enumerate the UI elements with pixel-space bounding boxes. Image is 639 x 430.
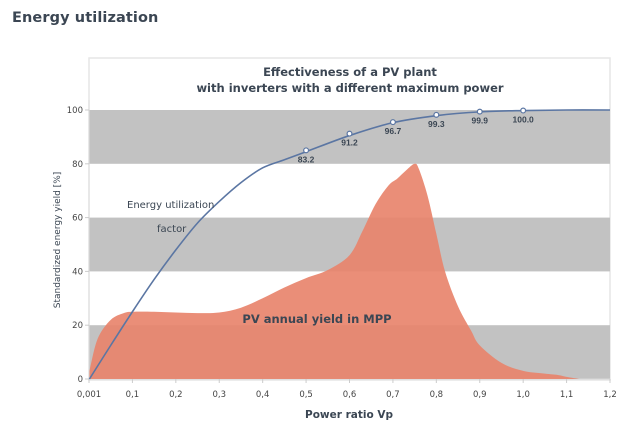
x-tick-label: 1,0 — [516, 390, 530, 400]
x-tick-label: 1,1 — [560, 390, 574, 400]
grid-band — [89, 110, 610, 164]
energy-utilization-line — [88, 109, 611, 380]
x-tick-label: 0,8 — [430, 390, 444, 400]
x-tick-label: 0,2 — [169, 390, 183, 400]
x-tick-label: 0,5 — [299, 390, 313, 400]
utilization-marker — [346, 130, 353, 137]
annotation-energy-utilization: Energy utilization — [127, 200, 214, 211]
utilization-data-label: 96.7 — [385, 126, 402, 136]
utilization-data-label: 99.3 — [428, 119, 445, 129]
utilization-data-label: 99.9 — [471, 116, 488, 126]
utilization-marker — [433, 111, 440, 118]
page-title: Energy utilization — [12, 10, 159, 26]
utilization-markers: 83.2 91.2 96.7 99.3 99.9 100.0 — [298, 107, 535, 164]
utilization-marker — [476, 108, 483, 115]
y-tick-label: 80 — [72, 160, 83, 170]
y-tick-label: 40 — [72, 267, 83, 277]
y-tick-label: 20 — [72, 321, 83, 331]
chart-title-line2: with inverters with a different maximum … — [196, 81, 503, 95]
pv-annual-yield-area — [89, 163, 580, 379]
y-tick-label: 0 — [78, 375, 83, 385]
utilization-marker — [303, 147, 310, 154]
x-tick-label: 0,001 — [77, 390, 101, 400]
x-tick-label: 0,7 — [386, 390, 400, 400]
x-tick-label: 1,2 — [603, 390, 617, 400]
grid-bands — [89, 110, 610, 379]
utilization-data-label: 83.2 — [298, 154, 315, 164]
x-tick-label: 0,9 — [473, 390, 487, 400]
y-axis-label: Standardized energy yield [%] — [53, 172, 63, 309]
x-tick-label: 0,3 — [212, 390, 226, 400]
annotation-factor: factor — [157, 224, 187, 235]
y-axis-ticks: 0 20 40 60 80 100 — [67, 100, 90, 385]
y-tick-label: 100 — [67, 106, 83, 116]
x-axis-ticks: 0,001 0,1 0,2 0,3 0,4 0,5 0,6 0,7 0,8 0,9 1,0 1,1 1,… — [77, 378, 617, 400]
x-tick-label: 0,6 — [343, 390, 357, 400]
chart-title-line1: Effectiveness of a PV plant — [263, 65, 437, 79]
annotation-pv-annual-yield: PV annual yield in MPP — [242, 312, 391, 326]
utilization-marker — [389, 119, 396, 126]
x-axis-label: Power ratio Vp — [305, 409, 393, 421]
x-tick-label: 0,4 — [256, 390, 270, 400]
utilization-data-label: 100.0 — [513, 115, 535, 125]
utilization-data-label: 91.2 — [341, 138, 358, 148]
x-tick-label: 0,1 — [126, 390, 140, 400]
utilization-marker — [520, 107, 527, 114]
y-tick-label: 60 — [72, 214, 83, 224]
